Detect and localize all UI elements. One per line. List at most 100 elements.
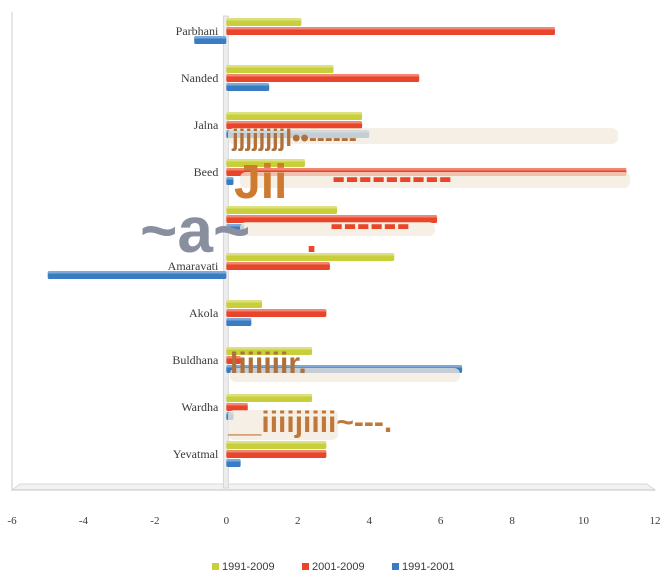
- bar-1991-2009-Amaravati: [226, 253, 395, 261]
- bar-2001-2009-Akola: [226, 309, 327, 317]
- bar-highlight-1991-2001-Nanded: [226, 83, 270, 86]
- bar-highlight-2001-2009-Wardha: [226, 403, 248, 406]
- bar-highlight-1991-2001-Amaravati: [47, 271, 227, 274]
- bar-1991-2001-Amaravati: [47, 271, 227, 279]
- bar-1991-2001-Akola: [226, 318, 252, 326]
- ghost-bar: [240, 172, 630, 188]
- x-tick-label: 8: [509, 515, 515, 527]
- bar-highlight-2001-2009-Parbhani: [226, 27, 555, 30]
- ocr-artifact-text: jjjjjjjjl••------: [231, 125, 357, 152]
- x-axis-ticks: -6 -4 -2 0 2 4 6 8 10 12: [7, 515, 660, 527]
- bar-2001-2009-Buldhana: [226, 356, 241, 364]
- bar-highlight-1991-2009-Nanded: [226, 65, 334, 68]
- bar-highlight-2001-2009-Buldhana: [226, 356, 241, 359]
- category-label: Jalna: [194, 118, 219, 132]
- x-tick-label: 0: [224, 515, 230, 527]
- bar-2001-2009-Amaravati: [226, 262, 330, 270]
- ocr-artifact-text: __iiiijiiii~---.: [227, 406, 392, 439]
- bar-1991-2001-Yevatmal: [226, 459, 241, 467]
- bar-2001-2009-Jalna: [226, 121, 363, 129]
- x-tick-label: 4: [366, 515, 372, 527]
- category-labels: Parbhani Nanded Jalna Beed Amaravati Akola Bul…: [168, 24, 219, 461]
- legend-swatch-1991-2009: [212, 563, 219, 570]
- bar-2001-2009-Wardha: [226, 403, 248, 411]
- bar-1991-2009-Nanded: [226, 65, 334, 73]
- bar-1991-2009-Jalna: [226, 112, 363, 120]
- bar-highlight-1991-2009-Beed: [226, 159, 305, 162]
- bar-highlight-1991-2009-Parbhani: [226, 18, 302, 21]
- bar-1991-2009-Wardha: [226, 394, 313, 402]
- x-tick-label: -6: [7, 515, 17, 527]
- bar-highlight-2001-2009-unlabeled: [226, 215, 438, 218]
- bar-highlight-2001-2009-Beed: [226, 168, 627, 171]
- x-tick-label: 2: [295, 515, 301, 527]
- scan-artifacts: jjjjjjjjl••------ Jii --------- ~a~ ------. l…: [140, 125, 630, 440]
- ghost-bar: [228, 128, 618, 144]
- bar-highlight-1991-2001-Beed: [226, 177, 234, 180]
- bar-1991-2009-Yevatmal: [226, 441, 327, 449]
- bar-highlight-1991-2001-Yevatmal: [226, 459, 241, 462]
- bar-highlight-2001-2009-Amaravati: [226, 262, 330, 265]
- category-label: Buldhana: [172, 353, 219, 367]
- bar-highlight-1991-2009-Buldhana: [226, 347, 313, 350]
- legend-label: 1991-2009: [222, 561, 275, 573]
- ghost-bar: [230, 368, 460, 382]
- ghost-bar: [228, 410, 338, 440]
- category-label: Beed: [194, 165, 219, 179]
- legend-swatch-1991-2001: [392, 563, 399, 570]
- bar-highlight-1991-2001-unlabeled: [226, 224, 245, 227]
- x-tick-label: 12: [650, 515, 661, 527]
- bar-highlight-1991-2009-Jalna: [226, 112, 363, 115]
- bar-highlight-2001-2009-Jalna: [226, 121, 363, 124]
- bar-highlight-1991-2009-unlabeled: [226, 206, 338, 209]
- bar-1991-2001-Beed: [226, 177, 234, 185]
- bar-2001-2009-Yevatmal: [226, 450, 327, 458]
- x-tick-label: 10: [578, 515, 590, 527]
- bar-highlight-2001-2009-Nanded: [226, 74, 420, 77]
- ocr-artifact-text: ------: [330, 202, 410, 246]
- x-tick-label: -2: [150, 515, 159, 527]
- ocr-artifact-text: ---------: [332, 155, 452, 199]
- bar-highlight-1991-2009-Yevatmal: [226, 441, 327, 444]
- bar-1991-2009-Beed: [226, 159, 305, 167]
- category-label: Amaravati: [168, 259, 219, 273]
- ocr-artifact-text: ~a~: [140, 194, 250, 266]
- bar-1991-2009-Buldhana: [226, 347, 313, 355]
- ocr-artifact-text: liiiiiir.: [230, 347, 307, 380]
- category-label: Yevatmal: [173, 447, 219, 461]
- x-tick-label: 6: [438, 515, 444, 527]
- plot-floor: [10, 483, 657, 491]
- category-label: Nanded: [181, 71, 218, 85]
- bar-2001-2009-Parbhani: [226, 27, 555, 35]
- category-label: Parbhani: [176, 24, 219, 38]
- bar-highlight-2001-2009-Akola: [226, 309, 327, 312]
- bar-highlight-1991-2001-Akola: [226, 318, 252, 321]
- legend-label: 2001-2009: [312, 561, 365, 573]
- ghost-bar: [240, 222, 435, 236]
- ocr-artifact-text: Jii: [234, 156, 287, 209]
- bar-1991-2009-Parbhani: [226, 18, 302, 26]
- bar-1991-2001-Nanded: [226, 83, 270, 91]
- legend: 1991-2009 2001-2009 1991-2001: [212, 561, 455, 573]
- bar-highlight-2001-2009-Yevatmal: [226, 450, 327, 453]
- legend-label: 1991-2001: [402, 561, 455, 573]
- bar-highlight-1991-2009-Akola: [226, 300, 263, 303]
- category-label: Akola: [189, 306, 219, 320]
- bar-2001-2009-Nanded: [226, 74, 420, 82]
- bar-highlight-1991-2001-Parbhani: [194, 36, 227, 39]
- zero-axis: [222, 15, 229, 489]
- bar-highlight-1991-2009-Wardha: [226, 394, 313, 397]
- bar-2001-2009-unlabeled: [226, 215, 438, 223]
- bar-1991-2009-Akola: [226, 300, 263, 308]
- x-tick-label: -4: [79, 515, 89, 527]
- legend-swatch-2001-2009: [302, 563, 309, 570]
- bar-highlight-1991-2001-Buldhana: [226, 365, 463, 368]
- category-label: Wardha: [181, 400, 219, 414]
- ocr-artifact-text: .: [306, 217, 317, 261]
- bar-1991-2009-unlabeled: [226, 206, 338, 214]
- plot-frame: [10, 12, 657, 491]
- bar-1991-2001-Parbhani: [194, 36, 227, 44]
- bar-1991-2001-unlabeled: [226, 224, 245, 232]
